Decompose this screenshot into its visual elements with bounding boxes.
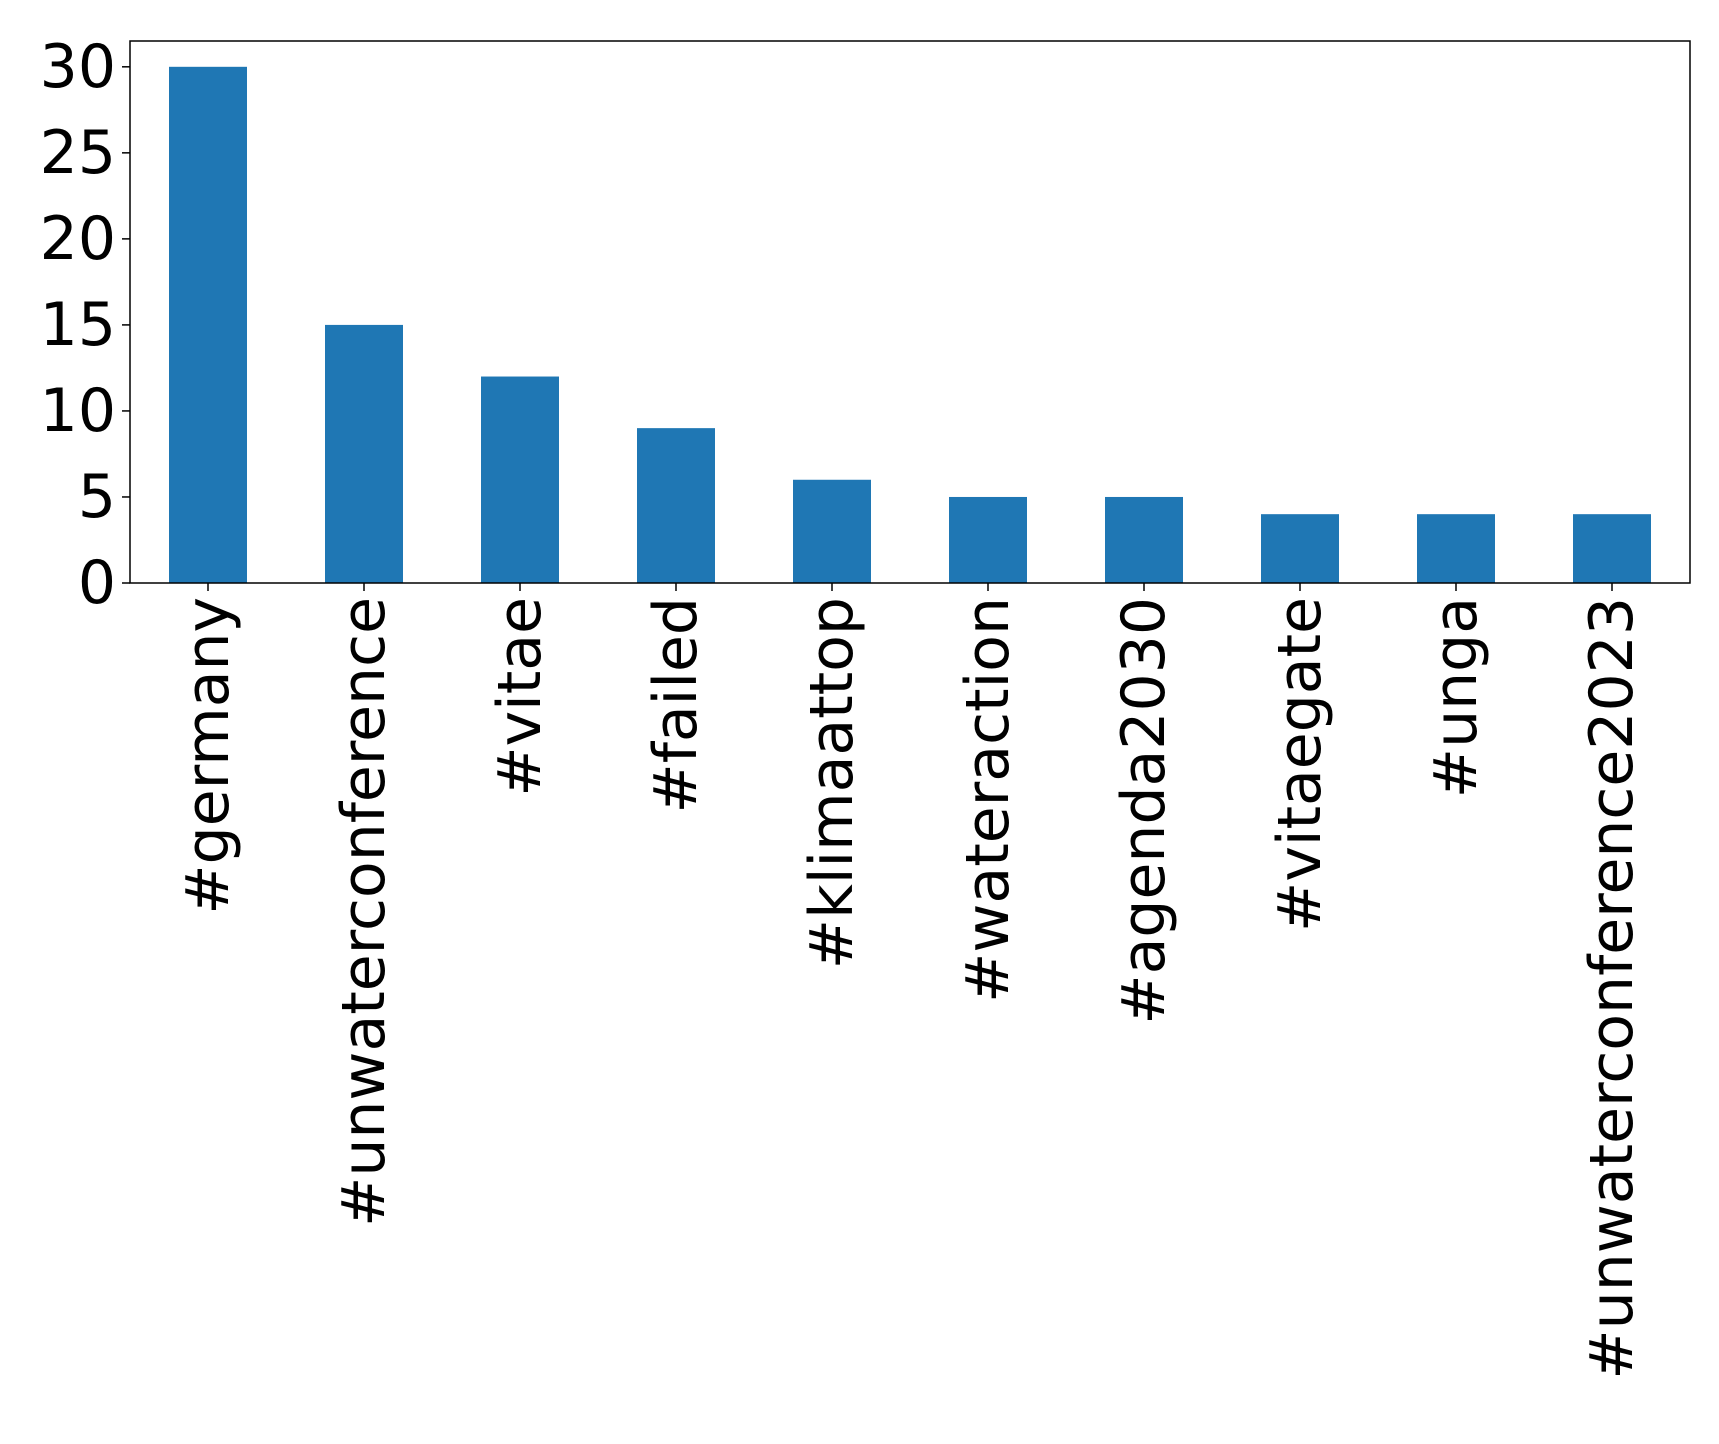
bars-layer (169, 66, 1651, 584)
x-tick-label: #unwaterconference2023 (1577, 597, 1647, 1380)
x-tick-label: #failed (641, 597, 711, 814)
x-tick-label: #vitaegate (1265, 597, 1335, 932)
bar-failed (637, 428, 715, 583)
bar-vitaegate (1261, 514, 1339, 583)
y-tick-label: 15 (40, 290, 116, 360)
x-tick-label: #unwaterconference (329, 597, 399, 1227)
x-axis: #germany #unwaterconference #vitae #failed #… (173, 583, 1647, 1380)
y-tick-label: 10 (40, 376, 116, 446)
y-tick-label: 25 (40, 118, 116, 188)
plot-frame (129, 40, 1691, 584)
x-tick-label: #germany (173, 597, 243, 915)
bar-agenda2030 (1105, 496, 1183, 583)
y-tick-label: 5 (78, 462, 116, 532)
bar-unwaterconference (325, 324, 403, 583)
bar-germany (169, 66, 247, 584)
bar-klimaattop (793, 479, 871, 583)
x-tick-label: #agenda2030 (1109, 597, 1179, 1025)
y-tick-label: 30 (40, 32, 116, 102)
y-axis: 0 5 10 15 20 25 30 (40, 32, 130, 618)
bar-wateraction (949, 496, 1027, 583)
bar-unga (1417, 514, 1495, 583)
y-tick-label: 20 (40, 204, 116, 274)
y-tick-label: 0 (78, 548, 116, 618)
x-tick-label: #klimaattop (797, 597, 867, 969)
x-tick-label: #unga (1421, 597, 1491, 798)
bar-unwaterconference2023 (1573, 514, 1651, 583)
bar-vitae (481, 376, 559, 583)
x-tick-label: #vitae (485, 597, 555, 797)
x-tick-label: #wateraction (953, 597, 1023, 1003)
